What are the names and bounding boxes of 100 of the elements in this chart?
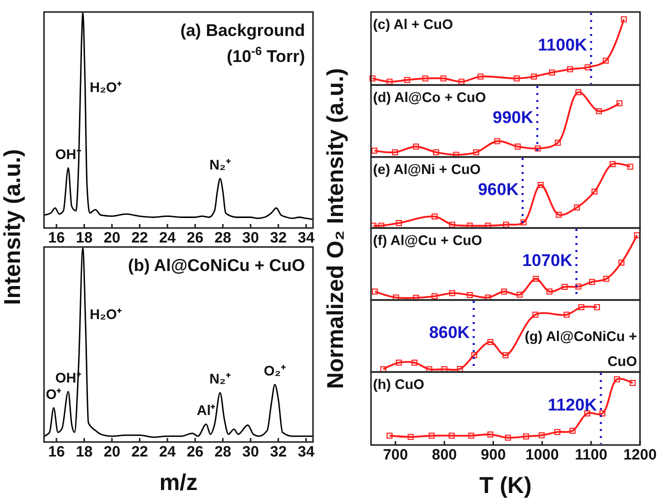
x-tick-label: 34 [298,444,316,461]
point [523,433,530,440]
annotation: O₂⁺ [264,362,286,379]
point [575,284,582,290]
point [466,292,473,298]
point [468,432,474,439]
annotation: N₂⁺ [209,370,231,387]
x-tick-label: 28 [214,230,232,247]
point [372,288,378,295]
point [630,380,636,386]
x-tick-label: 16 [48,444,65,461]
point [514,75,520,82]
point [371,148,378,154]
point [556,212,562,218]
point [516,292,523,298]
point [627,164,634,170]
chart-title: (f) Al@Cu + CuO [373,232,482,248]
point [520,219,527,226]
chart-title: (d) Al@Co + CuO [373,89,486,105]
point [554,140,561,146]
point [614,376,620,382]
point [570,428,576,434]
x-tick-label: 800 [432,446,457,464]
y-axis-title: Normalized O₂ Intensity (a.u.) [322,68,348,389]
x-tick-label: 26 [186,444,204,461]
x-tick-label: 1200 [623,446,657,464]
point [487,339,494,345]
x-tick-label: 1000 [525,446,559,464]
annotation: O⁺ [46,386,62,402]
point [448,432,455,439]
x-tick-label: 32 [270,230,287,247]
text: (g) Al@CoNiCu + CuO [524,328,638,369]
y-axis-title: Intensity (a.u.) [0,149,25,305]
point [392,149,398,156]
x-tick-label: 24 [159,444,176,461]
chart-title: (c) Al + CuO [373,16,454,32]
point [594,304,600,310]
point [408,434,414,440]
point [514,144,521,150]
point [369,75,376,82]
ref-line-label: 1070K [522,251,574,270]
point [412,360,418,366]
point [396,220,402,226]
point [532,312,538,318]
point [422,75,428,82]
text: (a) Background [180,21,305,40]
text: (b) Al@CoNiCu + CuO [128,256,305,275]
point [616,100,622,106]
point [534,145,541,152]
point [603,276,610,282]
x-tick-label: 28 [214,444,232,461]
ref-line-label: 990K [492,108,534,128]
point [412,294,419,301]
x-tick-label: 20 [104,444,120,461]
x-axis-title: T (K) [479,472,532,498]
annotation: H₂O⁺ [90,78,122,95]
point [484,222,491,229]
x-tick-label: 900 [480,446,506,464]
x-axis-title: m/z [159,469,198,495]
point [562,284,568,290]
point [574,204,580,210]
point [457,366,464,372]
chart-title: (e) Al@Ni + CuO [373,161,481,177]
point [433,149,440,156]
point [618,260,624,266]
point [610,161,616,168]
point [554,428,560,435]
x-tick-label: 22 [131,230,148,247]
point [458,78,464,85]
text: (10$^{-6}$ Torr) [226,44,305,66]
point [501,288,508,295]
point [596,108,602,114]
annotation: Al⁺ [196,402,216,418]
point [538,182,544,188]
point [599,410,606,416]
point [404,76,410,83]
point [386,432,393,439]
point [428,432,435,439]
point [471,352,478,358]
point [378,222,384,229]
x-tick-label: 20 [104,230,120,247]
annotation: N₂⁺ [209,156,231,173]
point [578,304,584,310]
point [620,16,627,22]
point [412,144,419,150]
point [502,222,509,228]
point [592,188,598,195]
x-tick-label: 30 [242,230,259,247]
chart-title: (h) CuO [373,376,424,392]
point [449,222,456,228]
x-tick-label: 34 [298,230,316,247]
point [532,276,539,282]
point [538,432,545,438]
x-tick-label: 22 [131,444,148,461]
x-tick-label: 16 [48,230,65,247]
point [602,58,609,64]
point [453,152,460,158]
point [575,89,582,96]
point [494,138,500,144]
x-tick-label: 30 [242,444,259,461]
